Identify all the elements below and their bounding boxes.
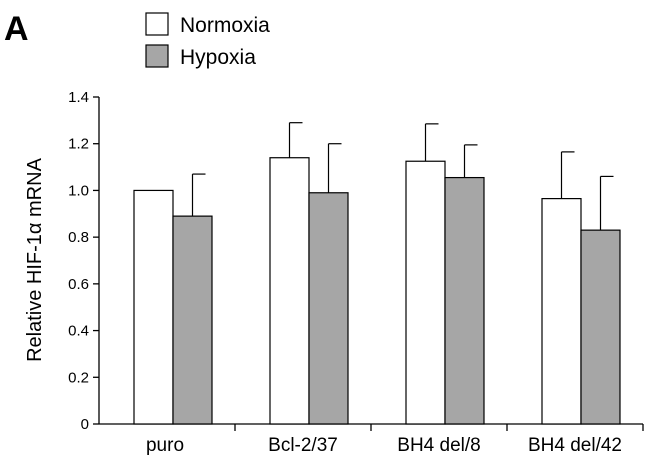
y-tick-label: 0.2 (68, 369, 89, 386)
bar-hypoxia-4 (580, 229, 621, 425)
y-tick-label: 1.4 (68, 89, 89, 106)
bars (133, 122, 621, 425)
y-tick-label: 1.2 (68, 136, 89, 153)
legend-label-hypoxia: Hypoxia (180, 46, 256, 69)
x-tick-label: BH4 del/8 (397, 435, 480, 456)
y-tick-label: 0.4 (68, 323, 89, 340)
y-tick-label: 0.8 (68, 229, 89, 246)
x-tick-label: BH4 del/42 (528, 435, 622, 456)
bar-normoxia-3 (405, 160, 446, 425)
x-tick-label: Bcl-2/37 (268, 435, 338, 456)
y-tick-label: 1.0 (68, 182, 89, 199)
y-tick-label: 0 (81, 416, 89, 433)
legend-swatch-normoxia (145, 12, 169, 36)
bar-hypoxia-3 (444, 176, 485, 425)
panel-label: A (4, 10, 29, 48)
legend: Normoxia Hypoxia (145, 12, 270, 69)
x-tick-labels: puro Bcl-2/37 BH4 del/8 BH4 del/42 (146, 435, 622, 456)
bar-hypoxia-2 (308, 192, 349, 425)
bar-normoxia-4 (541, 198, 582, 425)
bar-hypoxia-1 (172, 215, 213, 425)
bar-normoxia-2 (269, 157, 310, 425)
bar-normoxia-1 (133, 189, 174, 425)
y-axis-label: Relative HIF-1α mRNA (24, 157, 46, 361)
x-tick-label: puro (146, 435, 184, 456)
y-tick-label: 0.6 (68, 276, 89, 293)
legend-label-normoxia: Normoxia (180, 14, 270, 37)
legend-swatch-hypoxia (145, 44, 169, 68)
